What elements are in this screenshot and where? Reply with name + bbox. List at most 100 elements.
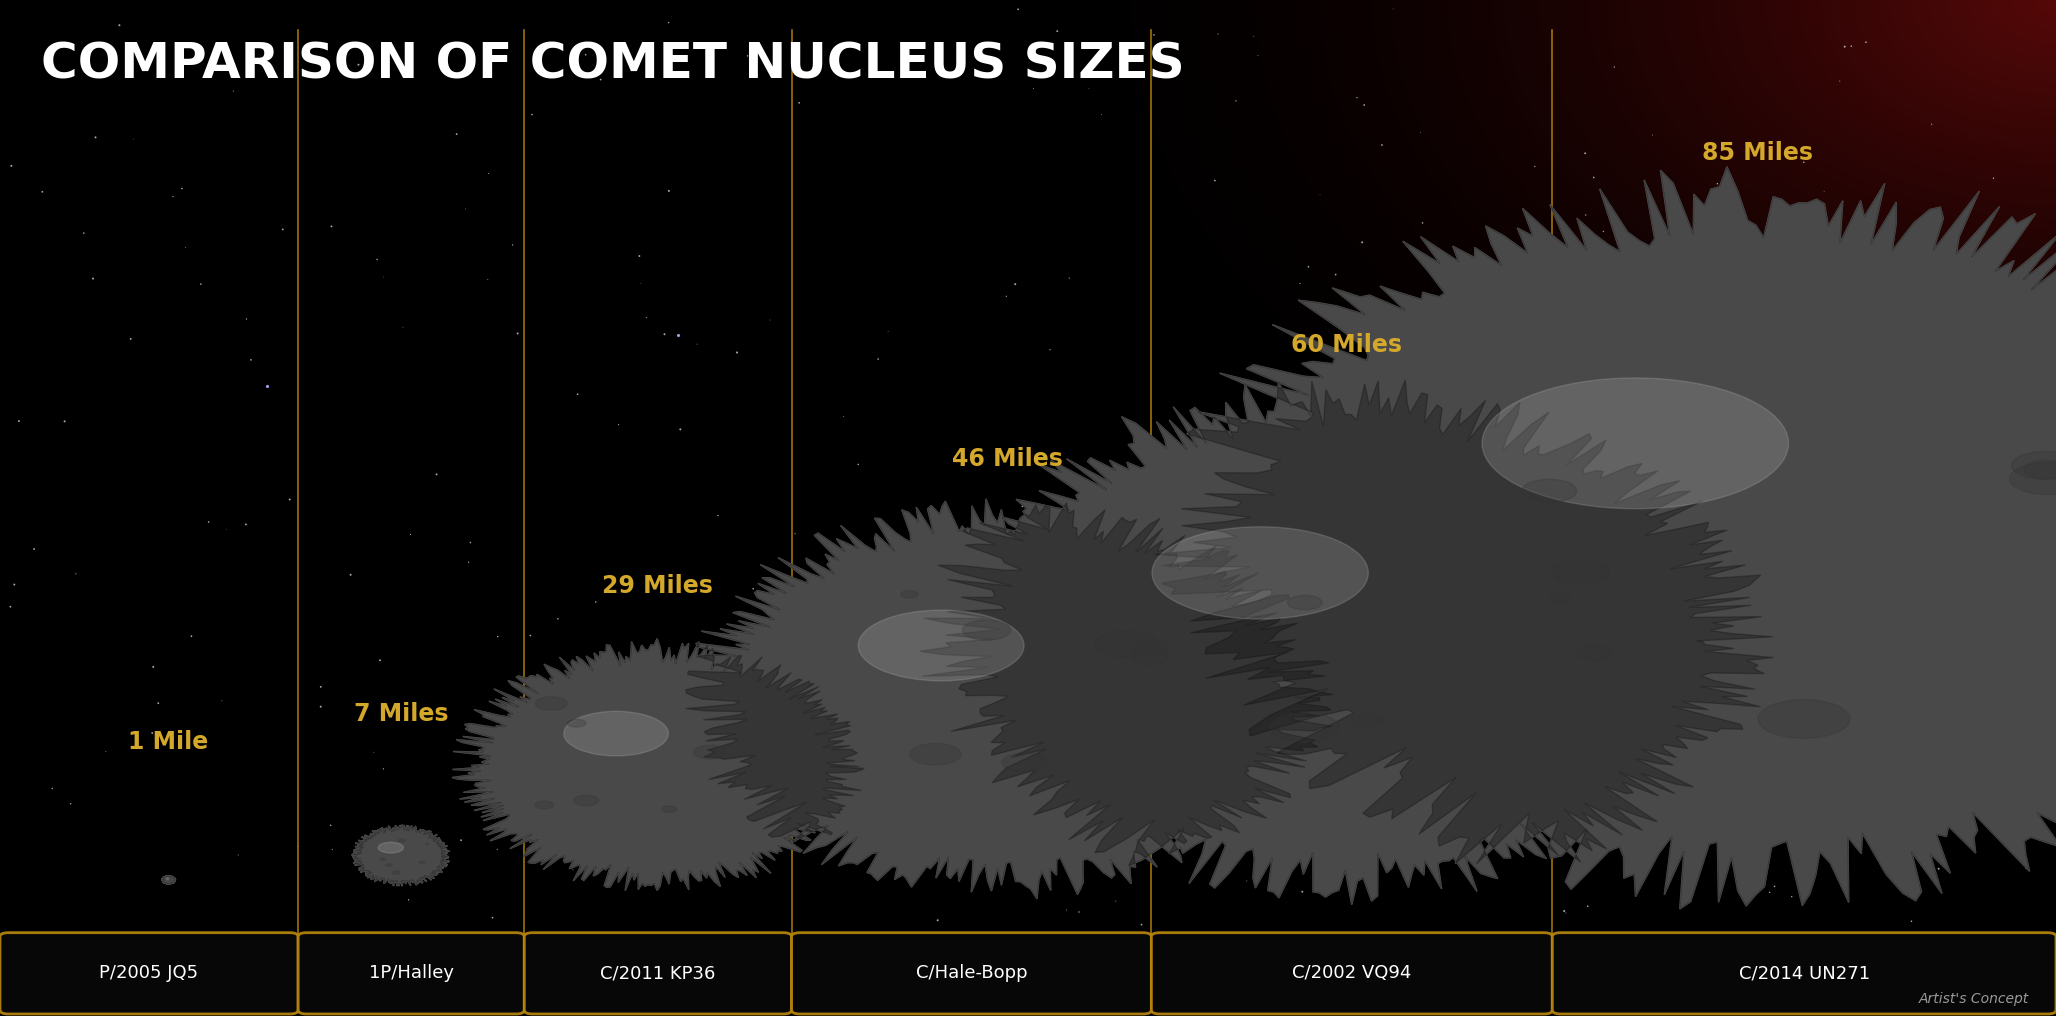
Point xyxy=(1834,38,1867,54)
Point xyxy=(1489,839,1521,855)
Point xyxy=(76,270,109,287)
Polygon shape xyxy=(1155,167,2056,909)
Point xyxy=(678,774,711,790)
Point xyxy=(1125,916,1158,933)
Point xyxy=(637,765,670,781)
Point xyxy=(454,534,487,551)
Point xyxy=(230,516,263,532)
Point xyxy=(1053,270,1086,287)
Text: 7 Miles: 7 Miles xyxy=(354,702,448,725)
Point xyxy=(1577,170,1610,186)
Point xyxy=(1764,559,1797,575)
Point xyxy=(19,541,51,557)
Point xyxy=(1729,850,1762,867)
Point xyxy=(1437,808,1470,824)
Text: 29 Miles: 29 Miles xyxy=(602,574,713,598)
Point xyxy=(1449,853,1482,870)
Polygon shape xyxy=(452,638,864,891)
Point xyxy=(1092,835,1125,851)
Point xyxy=(1787,154,1820,171)
Point xyxy=(1982,389,2015,405)
Point xyxy=(662,327,695,343)
Point xyxy=(35,780,68,797)
Point xyxy=(1659,590,1692,607)
Point xyxy=(175,628,208,644)
Point xyxy=(1961,564,1994,580)
Point xyxy=(629,310,662,326)
Point xyxy=(477,909,510,926)
Point xyxy=(1538,355,1571,371)
Point xyxy=(115,331,148,347)
Point xyxy=(282,838,315,854)
Ellipse shape xyxy=(419,862,426,864)
Point xyxy=(1324,348,1357,365)
Ellipse shape xyxy=(378,842,403,853)
Point xyxy=(304,699,337,715)
Point xyxy=(68,225,101,241)
Point xyxy=(1548,903,1581,919)
Polygon shape xyxy=(919,380,1774,904)
Point xyxy=(1663,563,1696,579)
Point xyxy=(1700,176,1733,192)
Point xyxy=(1347,234,1380,250)
Point xyxy=(989,289,1022,305)
Point xyxy=(1036,579,1069,595)
Point xyxy=(1073,80,1106,97)
Ellipse shape xyxy=(1133,641,1168,655)
Point xyxy=(580,594,613,611)
Ellipse shape xyxy=(1552,561,1610,584)
Point xyxy=(502,325,535,341)
Point xyxy=(514,628,547,644)
Point xyxy=(1569,145,1602,162)
Point xyxy=(267,221,300,238)
Point xyxy=(1632,420,1665,436)
Ellipse shape xyxy=(387,864,393,867)
Point xyxy=(1826,484,1859,500)
Point xyxy=(393,892,426,908)
Point xyxy=(440,126,473,142)
Ellipse shape xyxy=(901,590,919,598)
Point xyxy=(1242,48,1275,64)
Point xyxy=(1365,137,1398,153)
Ellipse shape xyxy=(380,858,387,861)
Point xyxy=(611,52,644,68)
Point xyxy=(755,312,787,328)
Point xyxy=(164,181,197,197)
Ellipse shape xyxy=(1001,753,1047,772)
Point xyxy=(1287,338,1320,355)
Point xyxy=(1922,861,1955,877)
FancyBboxPatch shape xyxy=(524,933,792,1014)
Ellipse shape xyxy=(662,806,676,813)
Point xyxy=(872,323,905,339)
Point xyxy=(27,184,60,200)
Point xyxy=(1850,832,1883,848)
Ellipse shape xyxy=(2009,462,2056,495)
FancyBboxPatch shape xyxy=(792,933,1151,1014)
Point xyxy=(1754,884,1787,900)
Text: C/2014 UN271: C/2014 UN271 xyxy=(1739,964,1869,982)
Point xyxy=(1914,116,1947,132)
Point xyxy=(1320,266,1353,282)
Point xyxy=(481,629,514,645)
Text: COMPARISON OF COMET NUCLEUS SIZES: COMPARISON OF COMET NUCLEUS SIZES xyxy=(41,41,1184,88)
Point xyxy=(1517,158,1550,175)
Point xyxy=(304,679,337,695)
Polygon shape xyxy=(687,499,1332,899)
Point xyxy=(60,566,93,582)
Point xyxy=(1291,259,1324,275)
Text: C/2011 KP36: C/2011 KP36 xyxy=(600,964,715,982)
Polygon shape xyxy=(162,876,175,884)
Point xyxy=(1832,464,1865,481)
Point xyxy=(395,526,428,543)
Ellipse shape xyxy=(574,796,598,806)
Point xyxy=(1643,467,1676,484)
Point xyxy=(1341,89,1373,106)
Point xyxy=(561,386,594,402)
Point xyxy=(1310,608,1343,624)
Ellipse shape xyxy=(857,610,1024,681)
Point xyxy=(1201,25,1234,42)
Point xyxy=(644,663,676,680)
Point xyxy=(1001,1,1034,17)
Point xyxy=(1030,664,1063,681)
Point xyxy=(1807,298,1840,314)
